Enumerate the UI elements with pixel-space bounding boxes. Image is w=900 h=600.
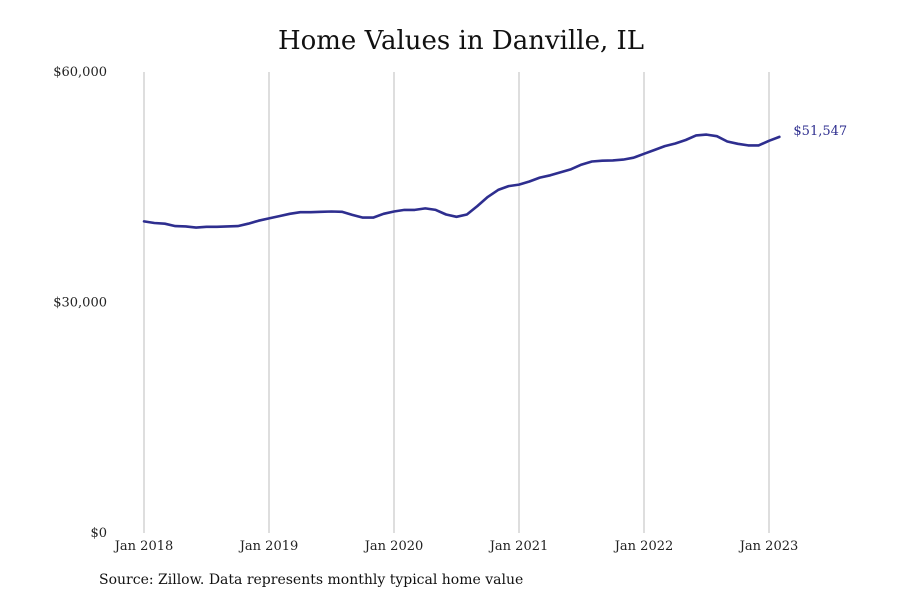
x-tick-label: Jan 2023 [738, 539, 799, 554]
chart-title: Home Values in Danville, IL [277, 26, 645, 56]
series-group: $51,547 [142, 124, 847, 229]
source-note: Source: Zillow. Data represents monthly … [99, 572, 524, 588]
end-value-label: $51,547 [793, 124, 847, 139]
x-gridlines [143, 72, 770, 533]
y-tick-label: $60,000 [53, 65, 107, 80]
home-value-line [142, 133, 781, 229]
y-axis: $0 $30,000 $60,000 [53, 65, 107, 541]
x-axis: Jan 2018 Jan 2019 Jan 2020 Jan 2021 Jan 2022… [113, 539, 799, 554]
x-tick-label: Jan 2021 [488, 539, 549, 554]
y-tick-label: $30,000 [53, 296, 107, 311]
x-tick-label: Jan 2020 [363, 539, 424, 554]
x-tick-label: Jan 2022 [613, 539, 674, 554]
x-tick-label: Jan 2019 [238, 539, 299, 554]
x-tick-label: Jan 2018 [113, 539, 174, 554]
y-tick-label: $0 [90, 526, 107, 541]
